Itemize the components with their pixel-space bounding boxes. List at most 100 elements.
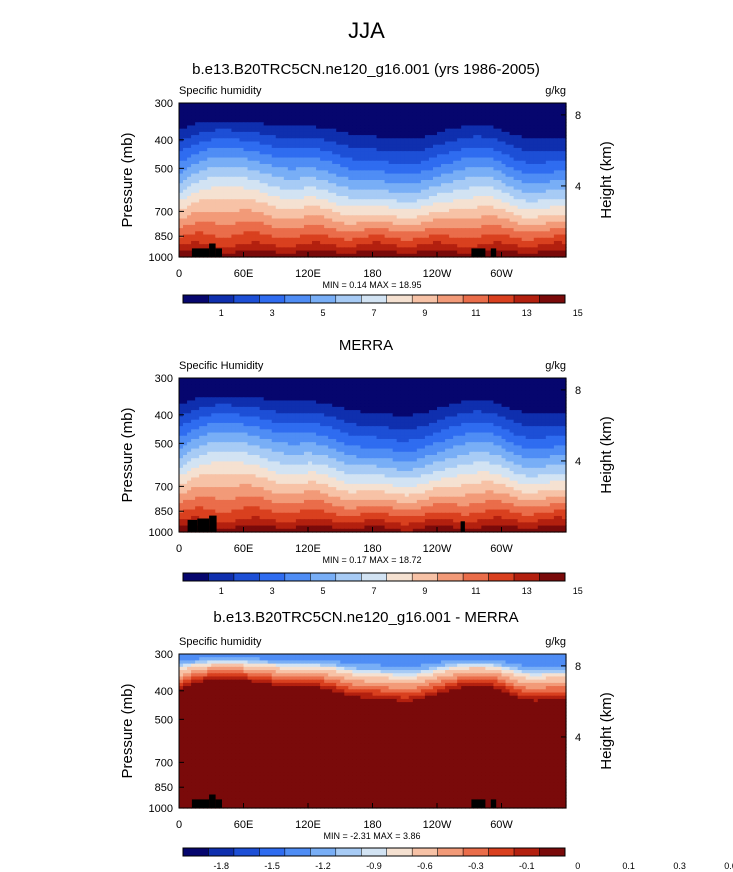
field-cell <box>303 151 309 155</box>
field-cell <box>316 141 321 146</box>
field-cell <box>477 176 482 181</box>
field-cell <box>521 125 527 130</box>
field-cell <box>517 147 523 152</box>
field-cell <box>295 186 301 191</box>
field-cell <box>179 199 184 204</box>
field-cell <box>513 234 519 239</box>
field-cell <box>320 138 325 143</box>
field-cell <box>259 176 265 181</box>
field-cell <box>231 115 237 120</box>
field-cell <box>312 196 317 200</box>
field-cell <box>328 176 333 181</box>
field-cell <box>211 218 216 223</box>
field-cell <box>179 160 184 165</box>
field-cell <box>251 170 257 175</box>
field-cell <box>348 250 353 255</box>
field-cell <box>509 167 515 171</box>
field-cell <box>259 138 265 143</box>
field-cell <box>243 205 249 210</box>
field-cell <box>501 253 507 258</box>
field-cell <box>541 212 547 216</box>
field-cell <box>481 119 486 123</box>
field-cell <box>259 160 265 165</box>
field-cell <box>388 240 394 245</box>
field-cell <box>404 135 410 139</box>
field-cell <box>533 244 539 248</box>
field-cell <box>517 250 523 255</box>
field-cell <box>352 244 357 248</box>
field-cell <box>384 141 390 146</box>
field-cell <box>453 125 458 130</box>
field-cell <box>195 189 200 194</box>
field-cell <box>376 381 382 386</box>
field-cell <box>303 189 309 194</box>
field-cell <box>477 163 482 168</box>
field-cell <box>453 215 458 220</box>
field-cell <box>207 128 212 133</box>
field-cell <box>320 154 325 159</box>
field-cell <box>517 119 523 123</box>
field-cell <box>420 173 426 178</box>
field-cell <box>420 228 426 232</box>
field-cell <box>505 131 511 136</box>
field-cell <box>497 183 503 188</box>
y-axis-title: Pressure (mb) <box>119 132 136 227</box>
field-cell <box>239 221 245 226</box>
field-cell <box>481 135 486 139</box>
field-cell <box>263 160 269 165</box>
field-cell <box>461 170 466 175</box>
field-cell <box>420 176 426 181</box>
field-cell <box>432 183 438 188</box>
field-cell <box>545 147 551 152</box>
field-cell <box>303 131 309 136</box>
field-cell <box>251 154 257 159</box>
field-cell <box>517 109 523 114</box>
field-cell <box>505 163 511 168</box>
field-cell <box>295 196 301 200</box>
field-cell <box>199 112 204 117</box>
field-cell <box>408 138 414 143</box>
field-cell <box>352 208 357 213</box>
field-cell <box>437 208 442 213</box>
field-cell <box>453 228 458 232</box>
field-cell <box>203 163 208 168</box>
field-cell <box>372 199 378 204</box>
field-cell <box>360 221 366 226</box>
field-cell <box>215 144 220 149</box>
field-cell <box>259 234 265 239</box>
field-cell <box>509 115 515 120</box>
field-cell <box>525 192 531 197</box>
field-cell <box>517 163 523 168</box>
field-cell <box>243 103 249 107</box>
field-cell <box>465 231 470 236</box>
field-cell <box>529 189 535 194</box>
field-cell <box>344 237 349 242</box>
field-cell <box>461 381 466 386</box>
field-cell <box>549 253 555 258</box>
field-cell <box>360 192 366 197</box>
field-cell <box>485 231 491 236</box>
field-cell <box>525 163 531 168</box>
field-cell <box>275 119 281 123</box>
field-cell <box>384 192 390 197</box>
field-cell <box>549 244 555 248</box>
field-cell <box>328 208 333 213</box>
field-cell <box>344 224 349 229</box>
field-cell <box>239 112 245 117</box>
field-cell <box>529 378 535 382</box>
field-cell <box>207 240 212 245</box>
field-cell <box>271 157 277 162</box>
field-cell <box>465 196 470 200</box>
field-cell <box>247 231 253 236</box>
field-cell <box>191 176 196 181</box>
field-cell <box>424 247 430 252</box>
field-cell <box>364 144 370 149</box>
field-cell <box>416 176 422 181</box>
field-cell <box>376 160 382 165</box>
field-cell <box>505 228 511 232</box>
field-cell <box>453 122 458 127</box>
field-cell <box>344 173 349 178</box>
field-cell <box>441 167 446 171</box>
field-cell <box>561 141 567 146</box>
field-cell <box>420 180 426 184</box>
